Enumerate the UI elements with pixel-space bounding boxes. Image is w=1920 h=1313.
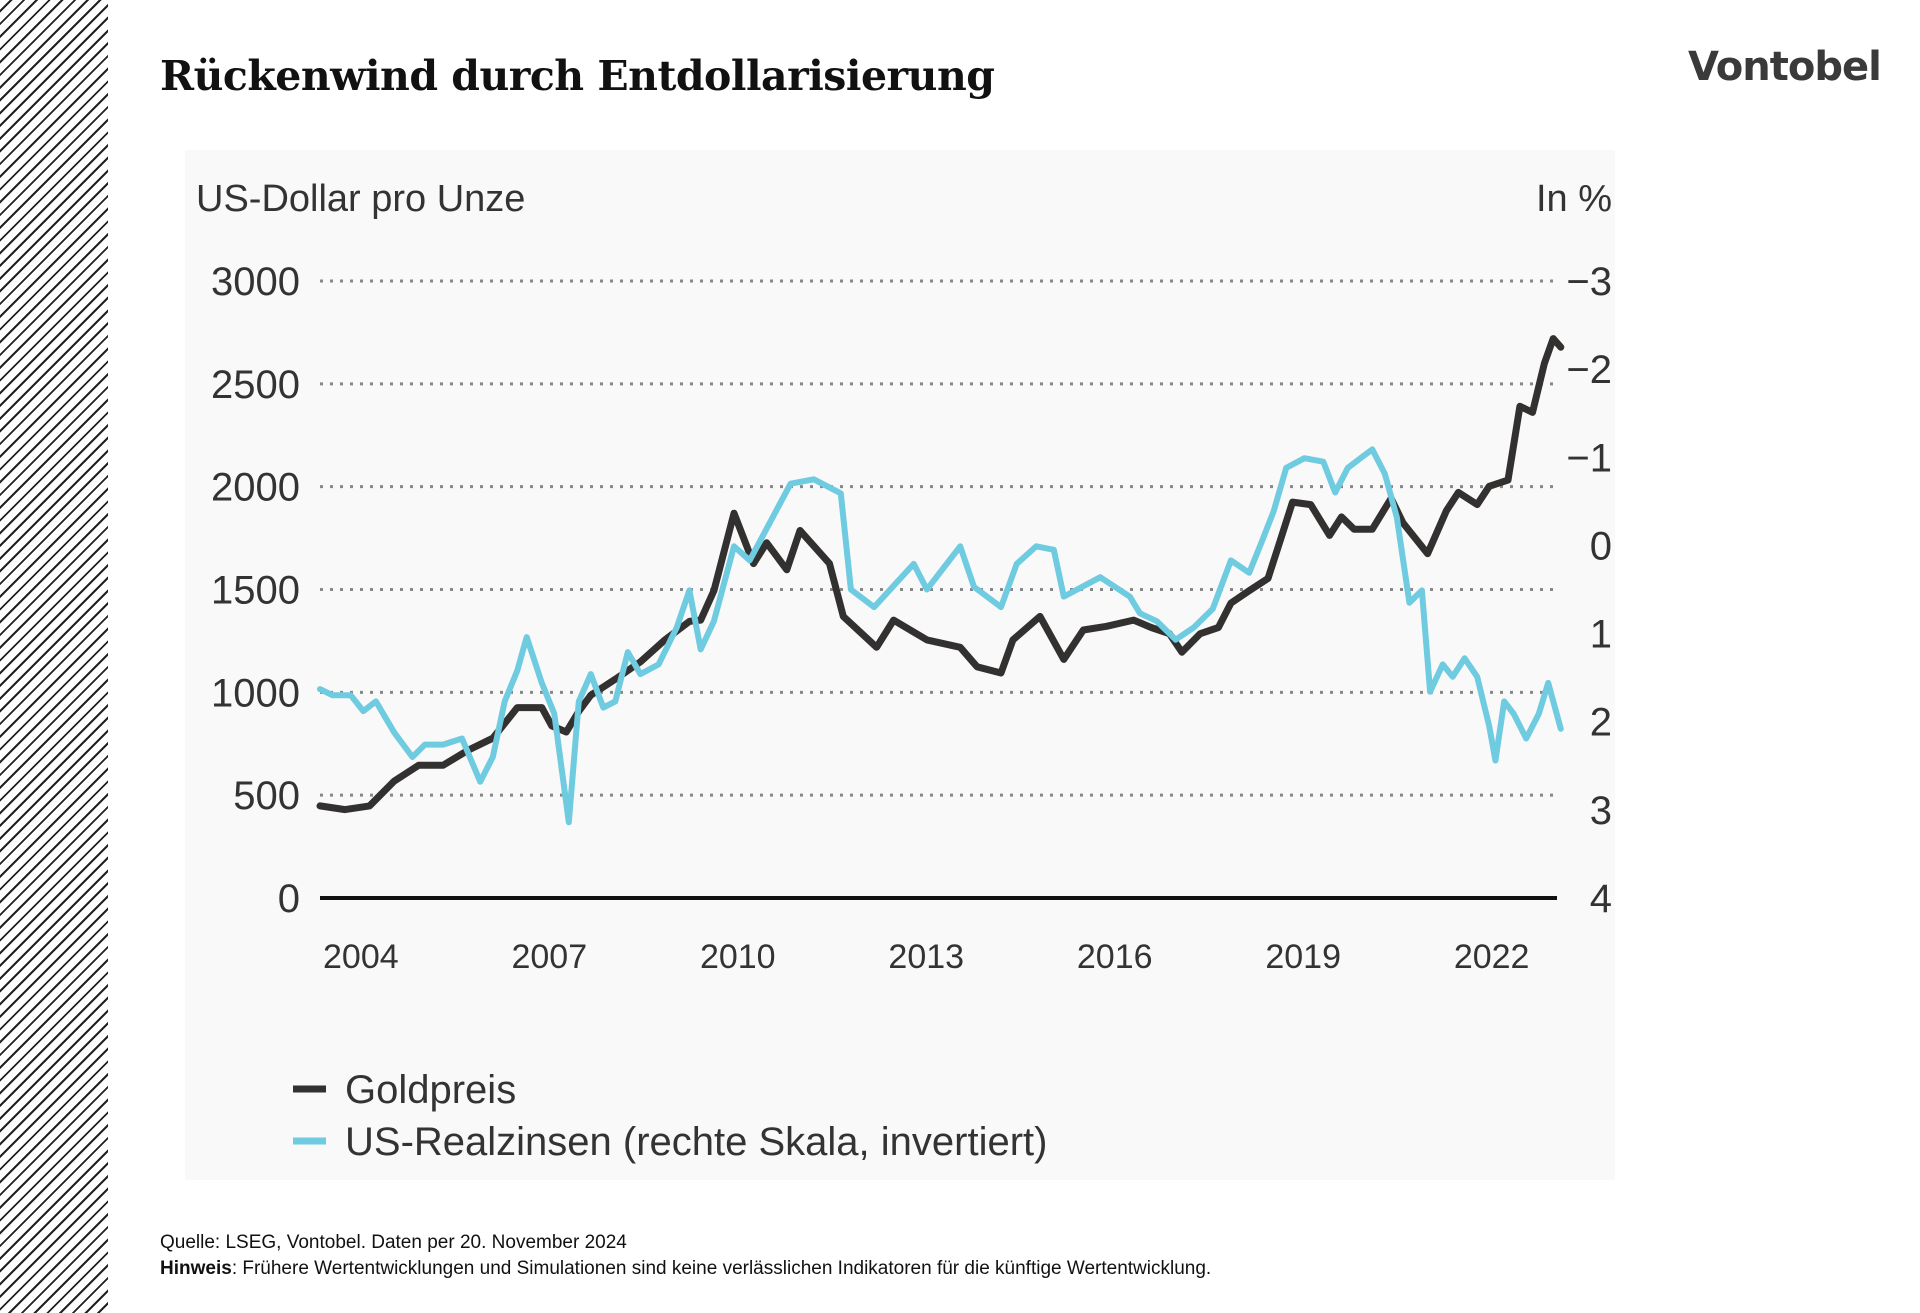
x-tick-label: 2019 [1265,938,1341,976]
y-tick-label-right: −3 [1566,260,1612,304]
y-axis-title-right: In % [1536,178,1612,220]
y-tick-label-right: 3 [1590,789,1612,833]
y-tick-label-left: 0 [278,877,300,921]
y-tick-label-right: −2 [1566,348,1612,392]
y-tick-label-right: 1 [1590,613,1612,657]
series-line-gold-price [316,335,1565,814]
x-tick-label: 2004 [323,938,399,976]
x-tick-label: 2010 [700,938,776,976]
y-tick-label-right: 0 [1590,524,1612,568]
page-title: Rückenwind durch Entdollarisierung [160,52,995,100]
y-tick-label-left: 3000 [211,260,300,304]
y-tick-label-left: 500 [233,774,300,818]
x-tick-label: 2007 [511,938,587,976]
disclaimer-label: Hinweis [160,1258,232,1279]
legend-label: Goldpreis [345,1068,516,1112]
y-axis-title-left: US-Dollar pro Unze [196,178,525,220]
x-tick-label: 2016 [1077,938,1153,976]
y-tick-label-left: 1500 [211,569,300,613]
source-note: Quelle: LSEG, Vontobel. Daten per 20. No… [160,1232,627,1253]
y-tick-label-right: −1 [1566,436,1612,480]
legend-label: US-Realzinsen (rechte Skala, invertiert) [345,1120,1047,1164]
x-tick-label: 2022 [1454,938,1530,976]
decorative-hatch-strip [0,0,108,1313]
y-tick-label-right: 2 [1590,701,1612,745]
y-tick-label-left: 2500 [211,363,300,407]
y-tick-label-right: 4 [1590,877,1612,921]
y-tick-label-left: 1000 [211,671,300,715]
y-tick-label-left: 2000 [211,466,300,510]
disclaimer-text: : Frühere Wertentwicklungen und Simulati… [231,1258,1212,1279]
disclaimer: Hinweis: Frühere Wertentwicklungen und S… [160,1258,1211,1280]
x-tick-label: 2013 [888,938,964,976]
series-line-us-real-rates [317,446,1564,826]
chart-panel [185,150,1615,1180]
vontobel-logo: Vontobel [1688,44,1882,90]
